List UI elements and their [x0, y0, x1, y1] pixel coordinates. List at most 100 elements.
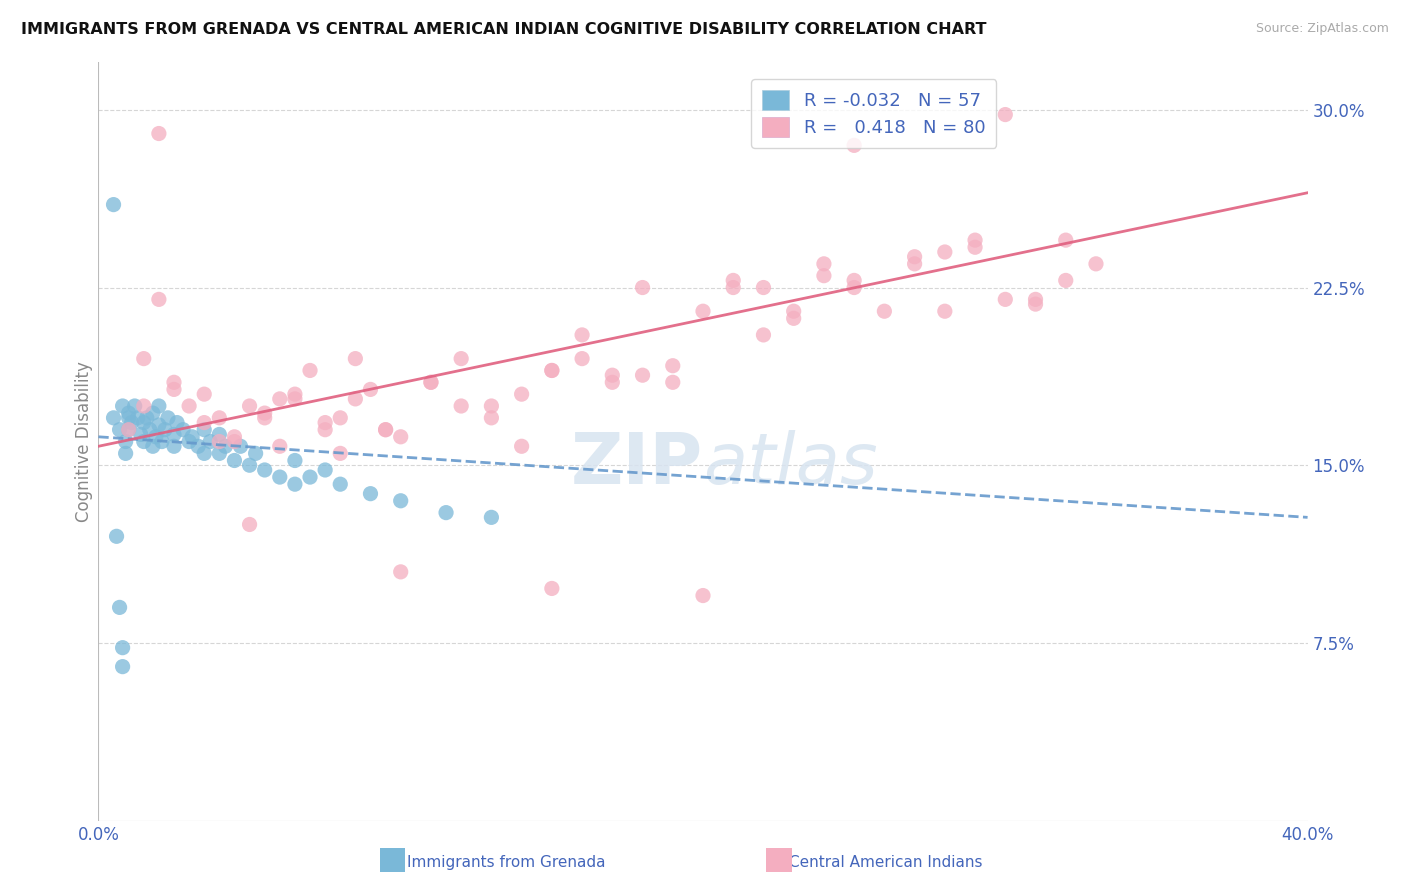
Point — [239, 517, 262, 532]
Point — [723, 280, 745, 294]
Point — [245, 446, 267, 460]
Point — [145, 430, 167, 444]
Point — [239, 399, 262, 413]
Point — [163, 376, 186, 390]
Text: Source: ZipAtlas.com: Source: ZipAtlas.com — [1256, 22, 1389, 36]
Point — [187, 439, 209, 453]
Point — [253, 410, 276, 425]
Point — [253, 463, 276, 477]
Point — [124, 399, 146, 413]
Text: Central American Indians: Central American Indians — [789, 855, 983, 870]
Point — [166, 416, 188, 430]
Point — [103, 410, 125, 425]
Point — [904, 250, 927, 264]
Point — [111, 640, 134, 655]
Point — [142, 406, 165, 420]
Point — [224, 430, 246, 444]
Point — [813, 268, 835, 283]
Point — [844, 273, 866, 287]
Point — [208, 434, 231, 449]
Point — [481, 399, 503, 413]
Point — [994, 107, 1017, 121]
Point — [389, 493, 412, 508]
Point — [389, 565, 412, 579]
Text: atlas: atlas — [703, 430, 877, 499]
Point — [540, 582, 562, 596]
Point — [132, 434, 155, 449]
Point — [163, 383, 186, 397]
Point — [132, 351, 155, 366]
Point — [172, 423, 194, 437]
Point — [873, 304, 896, 318]
Point — [269, 392, 291, 406]
Point — [420, 376, 443, 390]
Point — [602, 376, 624, 390]
Point — [661, 359, 683, 373]
Point — [148, 127, 170, 141]
Point — [844, 280, 866, 294]
Legend: R = -0.032   N = 57, R =   0.418   N = 80: R = -0.032 N = 57, R = 0.418 N = 80 — [751, 79, 997, 148]
Point — [127, 410, 149, 425]
Point — [193, 423, 215, 437]
Point — [111, 659, 134, 673]
Point — [360, 383, 382, 397]
Point — [510, 439, 533, 453]
Point — [904, 257, 927, 271]
Point — [813, 257, 835, 271]
Point — [193, 387, 215, 401]
Point — [118, 406, 141, 420]
Point — [269, 470, 291, 484]
Point — [253, 406, 276, 420]
Point — [1024, 297, 1046, 311]
Text: IMMIGRANTS FROM GRENADA VS CENTRAL AMERICAN INDIAN COGNITIVE DISABILITY CORRELAT: IMMIGRANTS FROM GRENADA VS CENTRAL AMERI… — [21, 22, 987, 37]
Point — [344, 351, 367, 366]
Point — [299, 470, 322, 484]
Point — [132, 416, 155, 430]
Point — [360, 486, 382, 500]
Point — [163, 439, 186, 453]
Point — [571, 351, 593, 366]
Point — [103, 197, 125, 211]
Point — [934, 304, 956, 318]
Point — [142, 439, 165, 453]
Point — [299, 363, 322, 377]
Point — [723, 273, 745, 287]
Text: ZIP: ZIP — [571, 430, 703, 499]
Point — [114, 446, 136, 460]
Point — [692, 304, 714, 318]
Point — [156, 410, 179, 425]
Point — [783, 311, 806, 326]
Point — [1024, 293, 1046, 307]
Point — [214, 439, 236, 453]
Point — [132, 399, 155, 413]
Point — [208, 446, 231, 460]
Point — [752, 327, 775, 342]
Point — [208, 427, 231, 442]
Point — [148, 399, 170, 413]
Point — [179, 399, 201, 413]
Point — [118, 423, 141, 437]
Point — [284, 392, 307, 406]
Point — [540, 363, 562, 377]
Point — [200, 434, 222, 449]
Point — [208, 410, 231, 425]
Point — [965, 240, 987, 254]
Point — [314, 423, 336, 437]
Point — [329, 446, 352, 460]
Point — [121, 416, 143, 430]
Point — [193, 416, 215, 430]
Point — [284, 387, 307, 401]
Point — [118, 410, 141, 425]
Point — [934, 244, 956, 259]
Point — [450, 399, 472, 413]
Point — [329, 410, 352, 425]
Point — [239, 458, 262, 473]
Point — [108, 600, 131, 615]
Point — [108, 423, 131, 437]
Point — [844, 138, 866, 153]
Point — [329, 477, 352, 491]
Point — [510, 387, 533, 401]
Point — [181, 430, 204, 444]
Point — [783, 304, 806, 318]
Point — [135, 410, 157, 425]
